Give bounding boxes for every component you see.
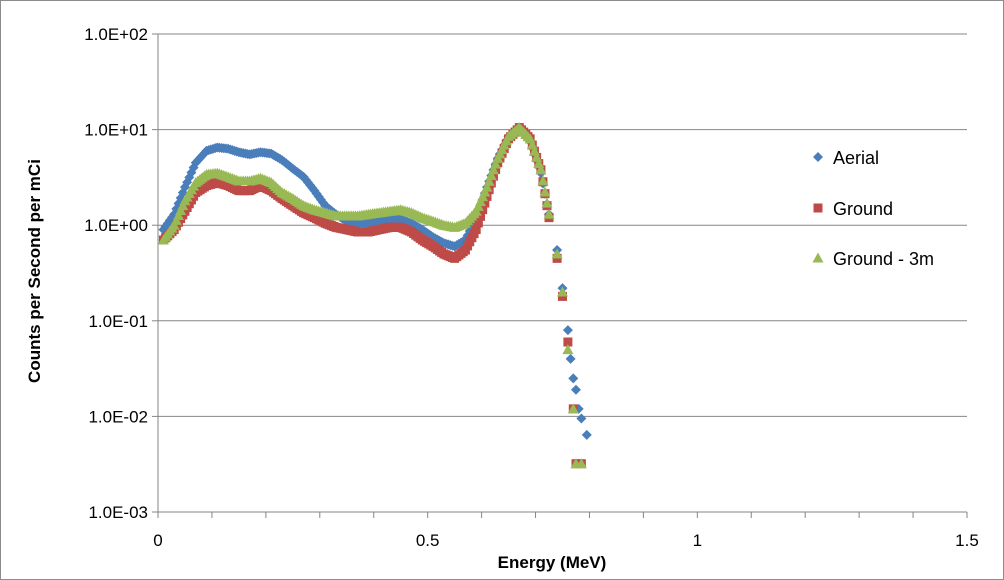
data-point <box>576 413 587 424</box>
data-point <box>551 248 563 259</box>
legend-label: Ground - 3m <box>833 249 934 269</box>
data-point <box>476 211 486 221</box>
legend-label: Ground <box>833 199 893 219</box>
y-tick-label: 1.0E-03 <box>88 503 148 522</box>
data-point <box>485 170 497 181</box>
y-tick-label: 1.0E-01 <box>88 312 148 331</box>
y-tick-label: 1.0E+01 <box>84 121 148 140</box>
legend-marker <box>813 152 823 162</box>
x-tick-label: 1.5 <box>955 531 979 550</box>
data-point <box>562 325 573 336</box>
legend-item: Ground - 3m <box>812 249 934 269</box>
data-point <box>537 175 549 186</box>
y-tick-label: 1.0E-02 <box>88 407 148 426</box>
data-point <box>487 164 499 175</box>
gridlines <box>158 33 967 417</box>
x-tick-labels: 0 0.5 1 1.5 <box>153 531 979 550</box>
y-tick-label: 1.0E+00 <box>84 216 148 235</box>
data-point <box>480 198 490 208</box>
data-point <box>490 158 502 169</box>
legend-marker <box>812 252 824 263</box>
axes <box>152 33 968 518</box>
legend-label: Aerial <box>833 148 879 168</box>
data-point <box>539 186 551 197</box>
data-series <box>157 122 592 469</box>
data-point <box>541 197 553 208</box>
legend-marker <box>813 203 823 213</box>
data-point <box>563 337 573 347</box>
y-axis-title: Counts per Second per mCi <box>25 159 44 383</box>
data-point <box>565 353 576 364</box>
data-point <box>568 373 579 384</box>
data-point <box>581 429 592 440</box>
data-point <box>473 218 483 228</box>
data-point <box>575 458 587 469</box>
data-point <box>535 164 547 175</box>
x-axis-title: Energy (MeV) <box>498 553 607 572</box>
data-point <box>567 403 579 414</box>
data-point <box>570 384 581 395</box>
data-point <box>562 344 574 355</box>
data-point <box>481 181 493 192</box>
data-point <box>483 175 495 186</box>
data-point <box>471 225 481 235</box>
x-tick-label: 0 <box>153 531 162 550</box>
legend-item: Aerial <box>813 148 879 168</box>
legend-item: Ground <box>813 199 893 219</box>
data-point <box>543 208 555 219</box>
legend: Aerial Ground Ground - 3m <box>812 148 934 269</box>
y-tick-label: 1.0E+02 <box>84 25 148 44</box>
series-ground-3m <box>157 122 587 469</box>
x-tick-label: 1 <box>693 531 702 550</box>
series-aerial <box>158 122 592 440</box>
data-point <box>557 286 568 297</box>
y-tick-labels: 1.0E+02 1.0E+01 1.0E+00 1.0E-01 1.0E-02 1.0E-… <box>84 25 148 522</box>
x-tick-label: 0.5 <box>416 531 440 550</box>
